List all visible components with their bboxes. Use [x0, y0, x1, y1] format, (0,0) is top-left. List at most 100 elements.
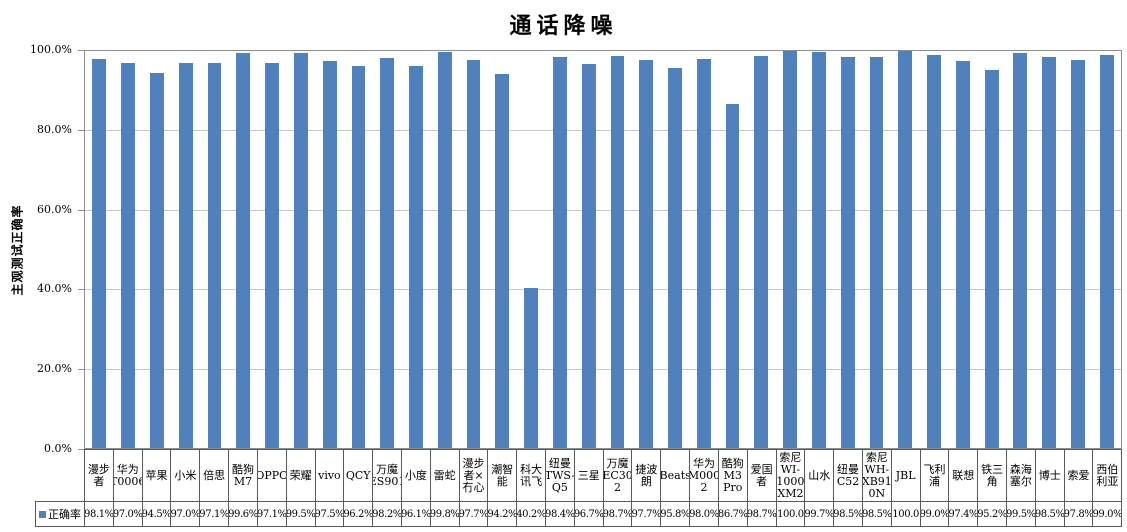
value-cell: 98.0%: [689, 501, 718, 527]
bar: [984, 70, 999, 448]
bar-column: [430, 51, 459, 448]
bar-column: [402, 51, 431, 448]
bar: [869, 56, 884, 448]
gridline: [85, 209, 1121, 211]
bar-column: [143, 51, 172, 448]
value-cell: 97.5%: [314, 501, 344, 527]
bar: [437, 51, 452, 448]
y-axis-tick-mark: [78, 50, 84, 51]
value-cell: 95.2%: [977, 501, 1006, 527]
bar-column: [315, 51, 344, 448]
category-cell: 三星: [573, 449, 603, 501]
bar: [610, 56, 625, 448]
bar: [581, 64, 596, 448]
bar-column: [229, 51, 258, 448]
bar: [322, 60, 337, 448]
category-cell: QCY: [343, 449, 373, 501]
category-cell: 漫步 者: [84, 449, 113, 501]
category-cell: 纽曼 TWS- Q5: [545, 449, 574, 501]
y-axis-tick-mark: [78, 449, 84, 450]
gridline: [85, 368, 1121, 370]
bar: [1013, 53, 1028, 448]
category-cell: OPPO: [256, 449, 286, 501]
bar-column: [200, 51, 229, 448]
bar-column: [977, 51, 1006, 448]
category-cell: 纽曼 C52: [833, 449, 862, 501]
bar: [927, 54, 941, 448]
value-cell: 98.4%: [545, 501, 574, 527]
category-cell: 万魔 EC30 2: [602, 449, 632, 501]
value-cell: 98.2%: [372, 501, 401, 527]
category-cell: 爱国 者: [746, 449, 776, 501]
value-cell: 95.8%: [660, 501, 690, 527]
bar-column: [1006, 51, 1035, 448]
legend-key: 正确率: [35, 501, 84, 527]
plot-area: [84, 50, 1122, 449]
bar: [207, 62, 222, 448]
bar: [840, 56, 855, 448]
bar: [236, 52, 251, 448]
bar-column: [661, 51, 690, 448]
bar-column: [862, 51, 891, 448]
bar-column: [776, 51, 805, 448]
category-cell: 酷狗 M7: [228, 449, 257, 501]
category-cell: JBL: [890, 449, 920, 501]
gridline: [85, 289, 1121, 291]
value-cell: 86.7%: [717, 501, 747, 527]
bar: [351, 66, 366, 448]
chart-title: 通话降噪: [509, 13, 618, 39]
bar-column: [114, 51, 143, 448]
bar: [1071, 59, 1085, 448]
category-cell: 飞利 浦: [919, 449, 949, 501]
value-cell: 96.1%: [400, 501, 430, 527]
category-cell: 潮智 能: [487, 449, 517, 501]
bar: [552, 57, 567, 448]
bar-column: [747, 51, 776, 448]
y-axis-tick-label: 40.0%: [37, 282, 72, 296]
bar: [725, 103, 740, 448]
bar: [1099, 54, 1114, 448]
bar-column: [833, 51, 862, 448]
bar-column: [286, 51, 315, 448]
bar: [409, 66, 423, 448]
bar-column: [171, 51, 200, 448]
bar-column: [891, 51, 920, 448]
value-cell: 99.6%: [228, 501, 257, 527]
value-cell: 98.7%: [602, 501, 632, 527]
bar: [898, 51, 913, 448]
y-axis-tick-mark: [78, 130, 84, 131]
bar: [696, 58, 711, 448]
bar-column: [258, 51, 287, 448]
bar-column: [632, 51, 661, 448]
bar-column: [1092, 51, 1121, 448]
legend-color-swatch-icon: [39, 510, 46, 518]
category-row: 漫步 者华为 T0006苹果小米倍思酷狗 M7OPPO荣耀vivoQCY万魔 E…: [84, 449, 1123, 501]
bar: [754, 56, 769, 448]
value-cell: 100.0: [775, 501, 805, 527]
value-cell: 96.7%: [573, 501, 603, 527]
bar-column: [1035, 51, 1064, 448]
value-cell: 97.0%: [112, 501, 142, 527]
bar-column: [603, 51, 632, 448]
category-cell: 雷蛇: [429, 449, 459, 501]
value-cell: 98.5%: [1034, 501, 1064, 527]
category-cell: 联想: [948, 449, 978, 501]
value-cell: 40.2%: [516, 501, 545, 527]
category-cell: 华为 T0006: [112, 449, 142, 501]
category-cell: 捷波 朗: [631, 449, 661, 501]
category-cell: 索爱: [1063, 449, 1093, 501]
bar: [178, 62, 193, 448]
bar: [783, 51, 798, 448]
bar-column: [488, 51, 517, 448]
value-cell: 94.5%: [141, 501, 171, 527]
bar: [380, 58, 395, 448]
category-cell: 华为 M000 2: [689, 449, 718, 501]
value-cell: 98.7%: [746, 501, 776, 527]
bar: [639, 60, 654, 448]
value-cell: 99.5%: [1006, 501, 1035, 527]
category-cell: 铁三 角: [977, 449, 1006, 501]
legend-series-label: 正确率: [48, 508, 81, 521]
bar: [524, 288, 539, 448]
value-row: 正确率 98.1% 97.0% 94.5% 97.0% 97.1% 99.6% 97.1% 9…: [35, 501, 1123, 527]
category-cell: 小米: [170, 449, 200, 501]
